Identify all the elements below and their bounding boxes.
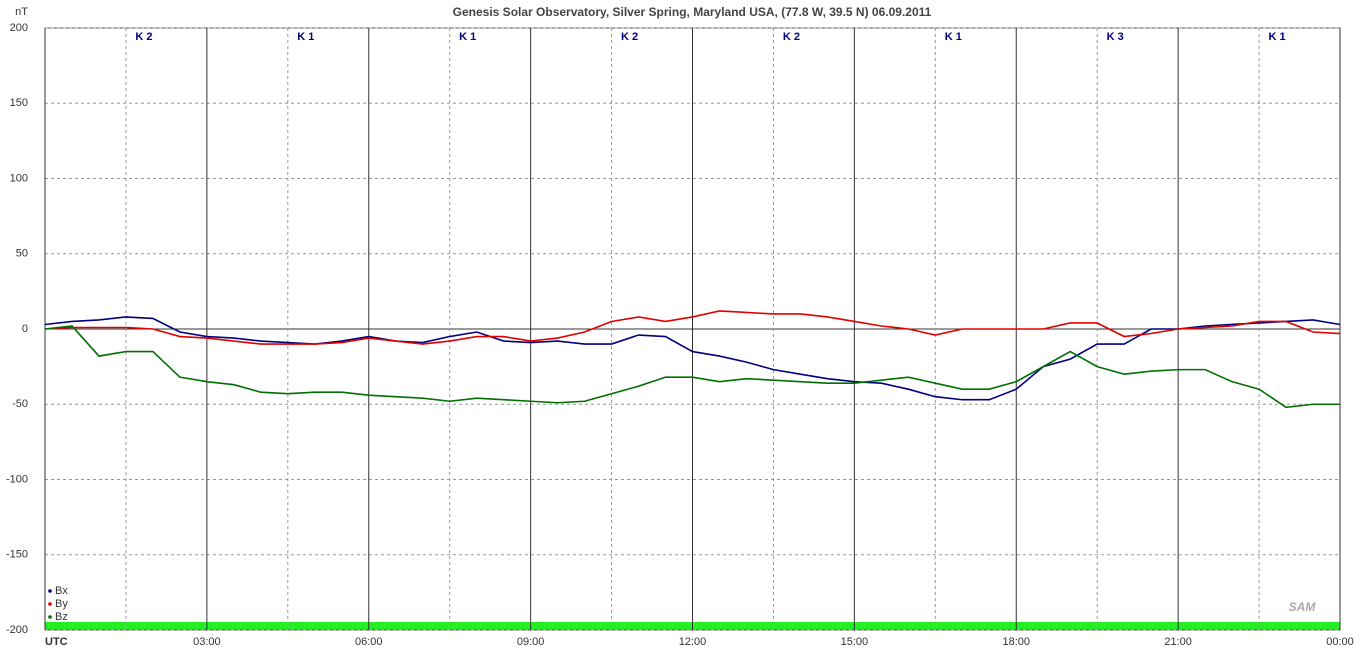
- y-tick-label: -200: [6, 624, 28, 636]
- x-tick-label: 00:00: [1326, 636, 1354, 648]
- y-tick-label: 150: [10, 97, 28, 109]
- line-series: [44, 310, 1341, 345]
- k-index: K 2: [783, 31, 800, 43]
- x-tick-label: 12:00: [679, 636, 707, 648]
- logo: SAM: [1289, 600, 1317, 614]
- legend-marker: [48, 615, 52, 619]
- x-tick-label: UTC: [45, 636, 68, 648]
- y-tick-label: 0: [22, 323, 28, 335]
- x-tick-label: 06:00: [355, 636, 383, 648]
- y-tick-label: -100: [6, 473, 28, 485]
- y-tick-label: -150: [6, 549, 28, 561]
- x-tick-label: 03:00: [193, 636, 221, 648]
- k-index: K 2: [621, 31, 638, 43]
- chart-title: Genesis Solar Observatory, Silver Spring…: [453, 5, 932, 19]
- line-series: [44, 316, 1341, 401]
- k-index: K 1: [459, 31, 476, 43]
- line-series: [44, 325, 1340, 409]
- legend-marker: [48, 589, 52, 593]
- legend-label: Bz: [55, 611, 68, 623]
- y-tick-label: 50: [16, 248, 28, 260]
- k-index: K 1: [297, 31, 314, 43]
- legend-label: By: [55, 598, 68, 610]
- y-tick-label: 200: [10, 22, 28, 34]
- legend-marker: [48, 602, 52, 606]
- y-tick-label: -50: [12, 398, 28, 410]
- legend-label: Bx: [55, 585, 68, 597]
- y-tick-label: 100: [10, 172, 28, 184]
- x-tick-label: 15:00: [841, 636, 869, 648]
- x-tick-label: 09:00: [517, 636, 545, 648]
- x-tick-label: 21:00: [1164, 636, 1192, 648]
- x-tick-label: 18:00: [1002, 636, 1030, 648]
- y-unit: nT: [15, 6, 28, 18]
- k-index: K 3: [1107, 31, 1124, 43]
- k-index: K 2: [135, 31, 152, 43]
- k-index: K 1: [945, 31, 962, 43]
- k-index: K 1: [1269, 31, 1286, 43]
